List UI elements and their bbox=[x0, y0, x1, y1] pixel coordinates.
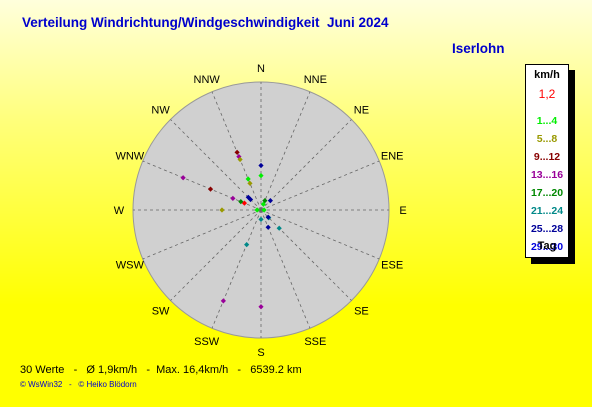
direction-label-ese: ESE bbox=[381, 259, 403, 271]
data-point bbox=[276, 225, 282, 231]
direction-label-nw: NW bbox=[151, 105, 170, 117]
data-point bbox=[247, 180, 253, 186]
chart-title: Verteilung Windrichtung/Windgeschwindigk… bbox=[22, 15, 389, 30]
direction-label-wsw: WSW bbox=[116, 259, 145, 271]
footer-copyright: © WsWin32 - © Heiko Blödorn bbox=[20, 380, 137, 389]
direction-label-sse: SSE bbox=[304, 336, 326, 348]
data-point bbox=[207, 186, 214, 192]
data-point bbox=[262, 198, 268, 204]
data-point bbox=[244, 242, 250, 248]
legend-header: km/h bbox=[534, 69, 560, 81]
legend-item: 17...20 bbox=[530, 187, 564, 199]
data-point bbox=[258, 162, 264, 169]
data-point bbox=[267, 198, 273, 204]
data-point bbox=[261, 207, 267, 213]
direction-label-ssw: SSW bbox=[194, 336, 220, 348]
legend-item: 13...16 bbox=[530, 169, 564, 181]
footer-stats: 30 Werte - Ø 1,9km/h - Max. 16,4km/h - 6… bbox=[20, 364, 302, 376]
data-point bbox=[258, 173, 264, 179]
direction-label-ne: NE bbox=[354, 105, 369, 117]
direction-label-sw: SW bbox=[152, 305, 170, 317]
data-point bbox=[260, 201, 266, 207]
data-point bbox=[238, 199, 244, 205]
data-point bbox=[245, 176, 251, 182]
speed-legend: km/h 1,2 1...4 5...8 9...12 13...16 17...20 2… bbox=[525, 64, 569, 258]
data-point bbox=[265, 214, 271, 220]
direction-label-nne: NNE bbox=[304, 74, 327, 86]
data-point bbox=[230, 195, 236, 201]
direction-label-se: SE bbox=[354, 305, 369, 317]
data-point bbox=[254, 207, 260, 213]
direction-label-n: N bbox=[257, 63, 265, 75]
data-point bbox=[237, 156, 243, 163]
legend-tag: Tag bbox=[537, 240, 557, 252]
data-point bbox=[219, 207, 225, 213]
data-point bbox=[180, 175, 186, 181]
legend-item: 1...4 bbox=[536, 115, 558, 127]
legend-item: 9...12 bbox=[533, 151, 561, 163]
location-label: Iserlohn bbox=[452, 41, 505, 56]
data-point bbox=[258, 304, 264, 310]
legend-item: 25...28 bbox=[530, 223, 564, 235]
data-point bbox=[247, 196, 254, 203]
direction-label-wnw: WNW bbox=[115, 151, 144, 163]
legend-item: 5...8 bbox=[536, 133, 558, 145]
legend-item: 21...24 bbox=[530, 205, 564, 217]
direction-label-s: S bbox=[257, 347, 264, 359]
direction-label-w: W bbox=[114, 205, 125, 217]
data-point bbox=[265, 224, 271, 230]
direction-label-e: E bbox=[399, 205, 406, 217]
direction-label-ene: ENE bbox=[381, 151, 404, 163]
legend-value: 1,2 bbox=[538, 87, 556, 101]
data-point bbox=[258, 216, 264, 222]
legend-item: 29...30 bbox=[530, 241, 564, 253]
data-point bbox=[220, 298, 226, 304]
direction-label-nnw: NNW bbox=[194, 74, 221, 86]
data-point bbox=[234, 149, 240, 155]
